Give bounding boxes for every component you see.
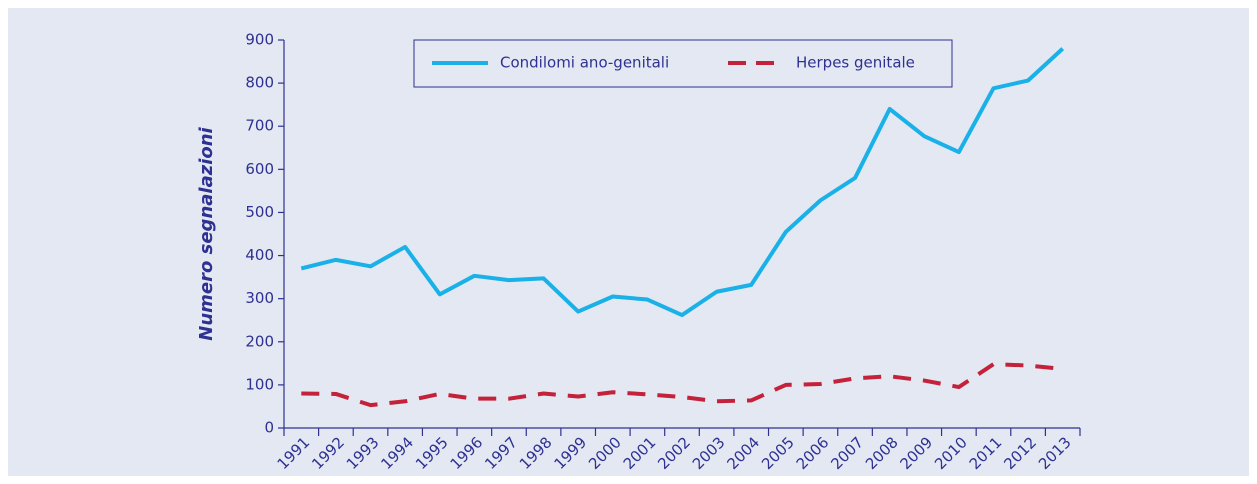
series-line xyxy=(301,362,1063,408)
y-tick-label: 400 xyxy=(245,246,274,264)
y-tick-label: 200 xyxy=(245,332,274,350)
y-tick-label: 900 xyxy=(245,31,274,49)
legend-label: Herpes genitale xyxy=(796,54,915,72)
y-axis-label: Numero segnalazioni xyxy=(196,126,217,340)
y-tick-label: 100 xyxy=(245,375,274,393)
legend-box xyxy=(413,39,953,88)
y-tick-label: 500 xyxy=(245,203,274,221)
series-line xyxy=(300,47,1065,318)
y-tick-label: 700 xyxy=(245,117,274,135)
legend-label: Condilomi ano-genitali xyxy=(500,54,669,72)
y-tick-label: 600 xyxy=(245,160,274,178)
y-tick-label: 0 xyxy=(264,419,274,437)
y-tick-label: 800 xyxy=(245,74,274,92)
chart-background xyxy=(8,8,1249,476)
y-tick-label: 300 xyxy=(245,289,274,307)
